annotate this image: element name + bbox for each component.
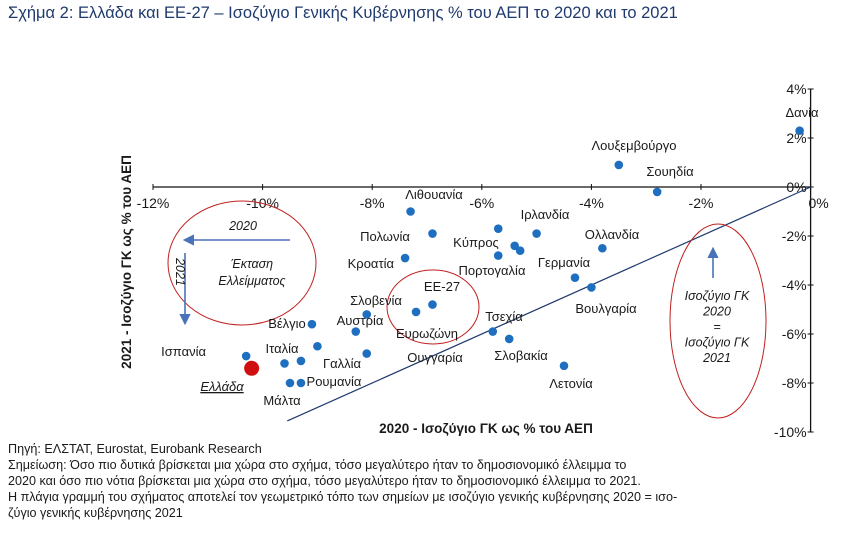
point-label: Ισπανία [161,344,206,359]
y-axis-label: 2021 - Ισοζύγιο ΓΚ ως % του ΑΕΠ [119,155,134,369]
y-tick-label: 4% [786,81,806,97]
note-line: Σημείωση: Όσο πιο δυτικά βρίσκεται μια χ… [8,458,627,472]
eu-ellipse [386,269,480,345]
point-label: Βουλγαρία [575,301,637,316]
plot-area [148,92,813,437]
point-label: Λιθουανία [405,187,463,202]
scatter-point [307,319,317,329]
x-tick-label: -2% [689,195,714,211]
x-tick-label: -12% [137,195,170,211]
point-label: Γαλλία [323,356,362,371]
scatter-point [493,251,503,260]
scatter-point [504,334,514,344]
scatter-point [515,246,525,255]
point-label: Ουγγαρία [407,350,463,365]
scatter-point [351,327,361,336]
point-label: Σλοβενία [350,293,402,308]
scatter-point [406,207,415,216]
scatter-point [510,241,519,251]
annotation-equality-line: 2020 [702,305,731,319]
source-note: Πηγή: ΕΛΣΤΑΤ, Eurostat, Eurobank Researc… [8,442,262,456]
annotation-equality-line: Ισοζύγιο ΓΚ [685,289,750,303]
x-tick-label: 0% [808,195,828,211]
point-label: Κροατία [348,256,395,271]
scatter-point [362,349,372,358]
point-label: Γερμανία [538,255,591,270]
x-tick-label: -4% [579,195,604,211]
scatter-point [493,224,503,233]
point-label: Λουξεμβούργο [591,138,676,153]
scatter-point [428,300,437,309]
scatter-point [488,327,498,336]
annotation-equality-line: 2021 [702,351,731,365]
annotation-deficit-extent: Έκταση [231,257,273,271]
scatter-point [587,283,596,292]
scatter-point [285,378,295,388]
point-label-eu27: ΕΕ-27 [424,279,460,294]
chart-notes: Πηγή: ΕΛΣΤΑΤ, Eurostat, Eurobank Researc… [8,441,846,521]
scatter-point [411,307,421,317]
scatter-point [313,341,322,351]
y-tick-label: -6% [782,326,807,342]
diagonal-line-y-equals-x [287,186,811,422]
scatter-point [280,359,289,368]
point-label: Μάλτα [263,393,301,408]
point-label: Σουηδία [646,164,694,179]
point-label: Λετονία [549,376,593,391]
scatter-point [559,361,569,371]
point-label: Ρουμανία [307,374,362,389]
y-tick-label: -4% [782,277,807,293]
equality-ellipse [669,223,767,419]
y-tick-label: -8% [782,375,807,391]
scatter-point [532,229,541,238]
scatter-point [428,229,437,238]
x-axis-label: 2020 - Ισοζύγιο ΓΚ ως % του ΑΕΠ [379,421,593,436]
y-tick-label: 0% [786,179,806,195]
chart-title: Σχήμα 2: Ελλάδα και ΕΕ-27 – Ισοζύγιο Γεν… [8,4,678,22]
x-tick-label: -8% [360,195,385,211]
scatter-point [241,351,251,361]
note-line: ζύγιο γενικής κυβέρνησης 2021 [8,506,183,520]
point-label: Αυστρία [337,313,384,328]
scatter-point [296,378,306,388]
x-tick-label: -6% [469,195,494,211]
point-label: Πορτογαλία [459,263,526,278]
point-label: Ευρωζώνη [396,326,458,341]
scatter-point [795,126,804,135]
point-label: Κύπρος [453,235,499,250]
point-label: Πολωνία [360,229,410,244]
note-line: 2020 και όσο πιο νότια βρίσκεται μια χώρ… [8,474,641,488]
annotation-2021: 2021 [173,257,187,286]
y-tick-label: -2% [782,228,807,244]
point-label-greece: Ελλάδα [200,379,244,394]
deficit-ellipse [167,200,317,326]
scatter-point [614,160,624,170]
point-label: Σλοβακία [494,348,548,363]
annotation-2020: 2020 [228,219,257,233]
annotation-deficit-extent: Ελλείμματος [218,274,286,288]
annotation-equality-line: Ισοζύγιο ΓΚ [685,336,750,350]
y-tick-label: -10% [774,424,807,440]
point-label: Δανία [785,105,819,120]
scatter-point [652,187,662,197]
scatter-chart: -12% -10% -8% -6% -4% -2% 0%4%2%0%-2%-4%-6%-8%… [119,81,829,440]
point-label: Βέλγιο [268,316,306,331]
scatter-point [296,356,306,366]
point-label: Τσεχία [485,309,523,324]
point-label: Ιρλανδία [521,207,570,222]
point-label: Ιταλία [266,341,299,356]
scatter-point [362,310,372,319]
scatter-point [400,253,410,263]
scatter-point-highlight [244,360,260,376]
annotation-equality-line: = [713,320,720,334]
note-line: Η πλάγια γραμμή του σχήματος αποτελεί το… [8,490,678,504]
point-label: Ολλανδία [585,227,640,242]
scatter-point [570,273,580,282]
scatter-point [598,243,607,253]
